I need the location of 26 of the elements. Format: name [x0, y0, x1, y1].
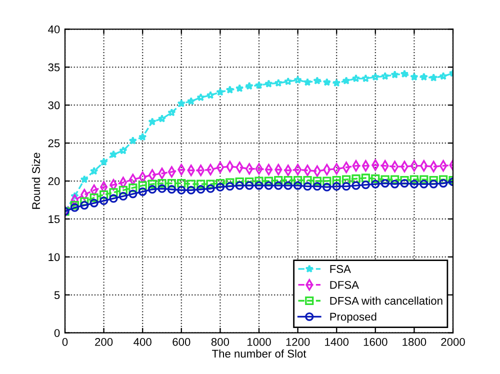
- x-tick-label: 0: [62, 338, 68, 346]
- y-tick-label: 25: [48, 139, 60, 148]
- legend-label: DFSA with cancellation: [330, 296, 442, 305]
- x-axis-title: The number of Slot: [212, 349, 306, 358]
- y-tick-label: 5: [54, 291, 60, 300]
- x-tick-label: 1600: [364, 338, 388, 346]
- x-tick-label: 800: [211, 338, 230, 346]
- y-tick-label: 0: [54, 329, 60, 337]
- y-tick-label: 30: [48, 101, 60, 110]
- legend-label: FSA: [330, 265, 351, 273]
- y-tick-label: 20: [48, 177, 60, 186]
- legend-label: Proposed: [330, 312, 376, 323]
- y-axis-title: Round Size: [32, 152, 40, 209]
- x-tick-label: 400: [134, 338, 152, 346]
- x-tick-label: 200: [95, 338, 113, 346]
- x-tick-label: 2000: [441, 338, 465, 346]
- y-tick-label: 15: [48, 215, 60, 224]
- y-tick-label: 35: [48, 63, 60, 72]
- y-tick-label: 40: [48, 25, 60, 34]
- x-tick-label: 600: [172, 338, 190, 346]
- x-tick-label: 1200: [286, 338, 310, 346]
- y-tick-label: 10: [48, 253, 60, 262]
- x-tick-label: 1800: [402, 338, 426, 346]
- x-tick-label: 1400: [325, 338, 349, 346]
- legend-label: DFSA: [330, 280, 359, 289]
- x-tick-label: 1000: [247, 338, 271, 346]
